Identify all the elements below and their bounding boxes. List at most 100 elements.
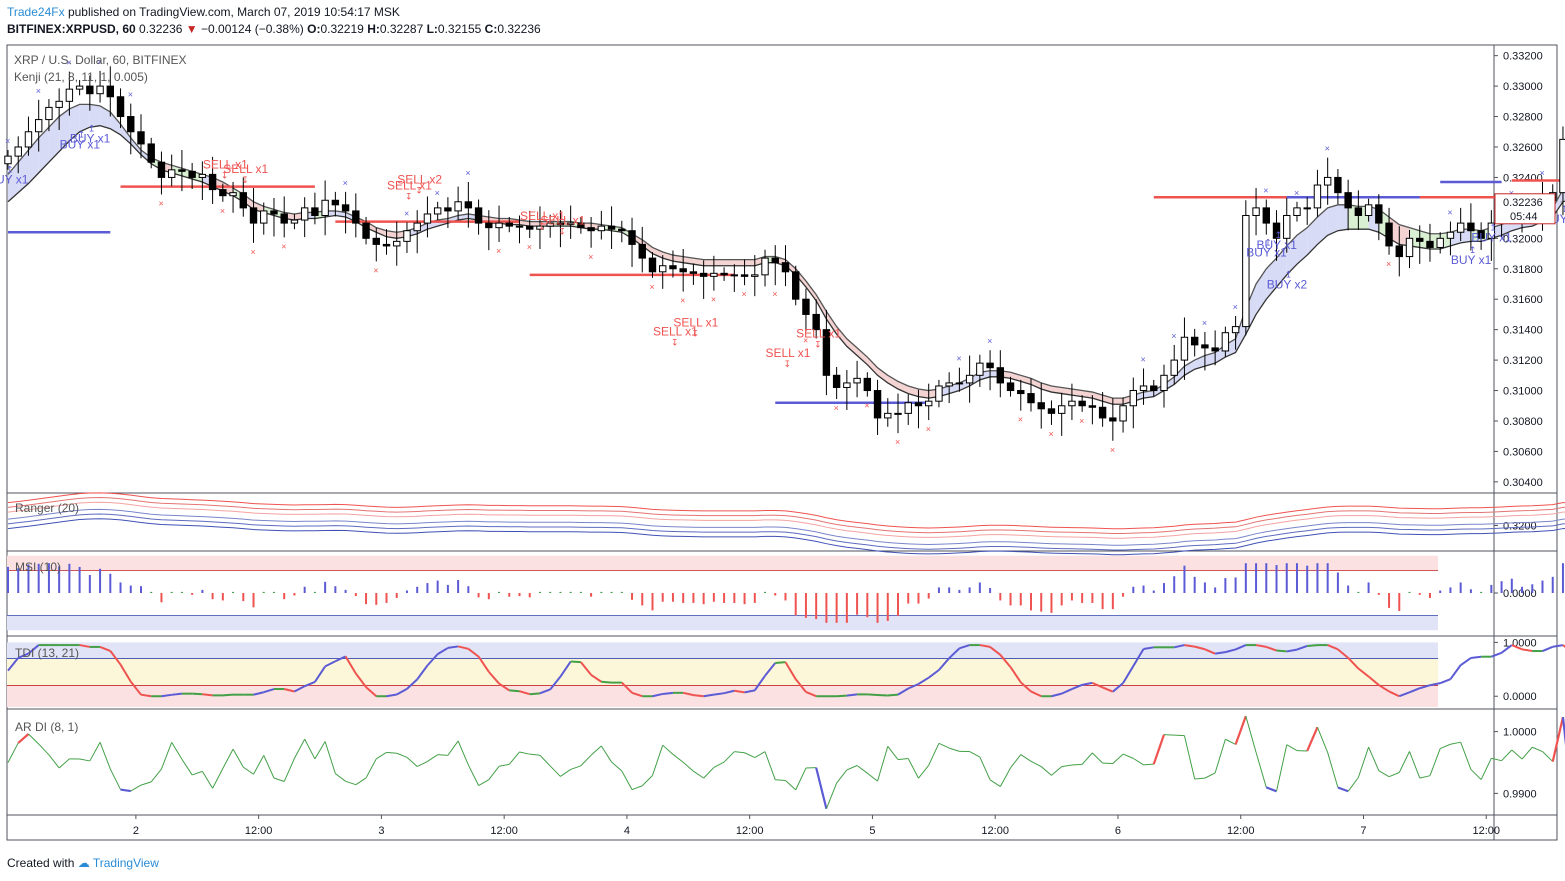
candle (1242, 214, 1250, 328)
ar-di-line-segment (1357, 746, 1370, 778)
candle (444, 207, 452, 212)
candle (577, 222, 585, 229)
ar-di-line-segment (1378, 770, 1390, 778)
buy-arrow-icon: ↥ (1561, 204, 1565, 214)
candle (86, 85, 94, 95)
tdi-line-segment (1388, 690, 1400, 698)
published-text: published on TradingView.com, March 07, … (67, 5, 400, 19)
sell-arrow-icon: ↧ (558, 227, 566, 237)
candle (1375, 204, 1383, 224)
ar-di-line-segment (283, 758, 295, 782)
ar-di-line-segment (1388, 772, 1400, 778)
ar-di-line-segment (1440, 743, 1451, 750)
time-axis[interactable]: 2 12:00 3 12:00 4 12:00 5 12:00 6 12:00 7 12:00 (133, 815, 1500, 837)
candle (403, 230, 411, 242)
sell-marker-icon: × (926, 424, 931, 434)
candle (1456, 222, 1465, 233)
ranger-pane[interactable]: 0.3200 (7, 492, 1565, 556)
ar-di-pane[interactable]: 1.0000 0.9900 (7, 715, 1565, 810)
buy-marker-icon: × (5, 136, 10, 146)
time-axis-label: 7 (1360, 825, 1366, 837)
candle (1323, 176, 1332, 186)
tdi-line-segment (406, 678, 418, 690)
price-axis-label: 0.0000 (1503, 691, 1537, 703)
last-price: 0.32236 (139, 22, 183, 36)
ar-di-line-segment (38, 743, 50, 756)
ar-di-line-segment (938, 742, 950, 749)
tradingview-brand[interactable]: TradingView (92, 856, 159, 870)
close-value: 0.32236 (497, 22, 541, 36)
candle (628, 230, 636, 245)
kenji-band-fill (1296, 227, 1308, 265)
sell-marker-icon: × (649, 282, 654, 292)
candle (965, 374, 974, 384)
tdi-line-segment (570, 660, 581, 664)
buy-signal-label: BUY x1 (0, 173, 29, 187)
candle (1098, 406, 1107, 419)
candle (249, 207, 258, 224)
kenji-band-fill (805, 280, 817, 301)
ar-di-line-segment (867, 772, 878, 782)
kenji-band-fill (110, 111, 121, 135)
candle (55, 100, 63, 108)
ar-di-line-segment (928, 743, 940, 766)
ar-di-line-segment (386, 751, 397, 754)
ar-di-line-segment (989, 779, 1001, 788)
ar-di-line-segment (682, 761, 694, 772)
sell-marker-icon: × (1110, 445, 1115, 455)
ar-di-line-segment (427, 754, 438, 762)
sell-arrow-icon: ↧ (538, 222, 546, 232)
tdi-line-segment (631, 691, 643, 698)
ar-di-line-segment (335, 773, 346, 782)
candle (474, 207, 483, 224)
kenji-band-fill (887, 375, 899, 390)
ar-di-line-segment (181, 758, 193, 776)
candle (167, 169, 176, 178)
candle (996, 367, 1005, 384)
kenji-band-fill (672, 255, 684, 263)
candle (1129, 390, 1137, 407)
msi-pane[interactable]: 0.0000 (7, 555, 1565, 631)
time-axis-label: 12:00 (1227, 825, 1255, 837)
candle (505, 222, 513, 227)
candle (1436, 237, 1444, 248)
buy-signal-label: BUY x2 (1267, 278, 1308, 292)
candle (1119, 405, 1127, 422)
chart-canvas[interactable]: 0.33200 0.33000 0.32800 0.32600 0.32400 0.322… (0, 0, 1565, 850)
kenji-band-fill (1031, 378, 1042, 390)
sell-arrow-icon: ↧ (221, 170, 229, 180)
time-axis-label: 3 (378, 825, 384, 837)
time-axis-label: 2 (133, 825, 139, 837)
outer-border (6, 44, 1558, 841)
tdi-line-segment (426, 653, 439, 667)
candle (1170, 359, 1178, 376)
tdi-line-segment (1112, 682, 1124, 693)
sell-marker-icon: × (158, 198, 163, 208)
tdi-line-segment (1357, 667, 1370, 678)
tdi-line-segment (202, 693, 213, 697)
candle (843, 382, 851, 388)
ar-di-line-segment (1010, 754, 1022, 769)
sell-signal-label: SELL x2 (397, 173, 442, 187)
sell-signal-label: SELL x1 (765, 346, 810, 360)
tdi-line-segment (334, 655, 347, 663)
close-label: C: (484, 22, 498, 36)
ar-di-line-segment (734, 751, 745, 754)
tdi-line-segment (887, 693, 899, 697)
tdi-line-segment (1490, 651, 1502, 658)
main-price-pane[interactable]: 0.33200 0.33000 0.32800 0.32600 0.32400 0.322… (0, 51, 1565, 489)
buy-marker-icon: × (435, 188, 440, 198)
tdi-line-segment (1367, 675, 1380, 686)
ar-di-line-segment (1051, 766, 1063, 776)
publisher-link[interactable]: Trade24Fx (7, 5, 65, 19)
ar-di-line-segment (212, 768, 224, 789)
ar-di-line-segment (406, 756, 418, 767)
ar-di-line-segment (1265, 786, 1277, 793)
tdi-line-segment (109, 650, 122, 666)
kenji-band-fill (1327, 204, 1338, 236)
low-value: 0.32155 (437, 22, 482, 36)
candle (1017, 390, 1025, 395)
tdi-line-segment (498, 682, 510, 692)
ar-di-line-segment (109, 768, 121, 790)
